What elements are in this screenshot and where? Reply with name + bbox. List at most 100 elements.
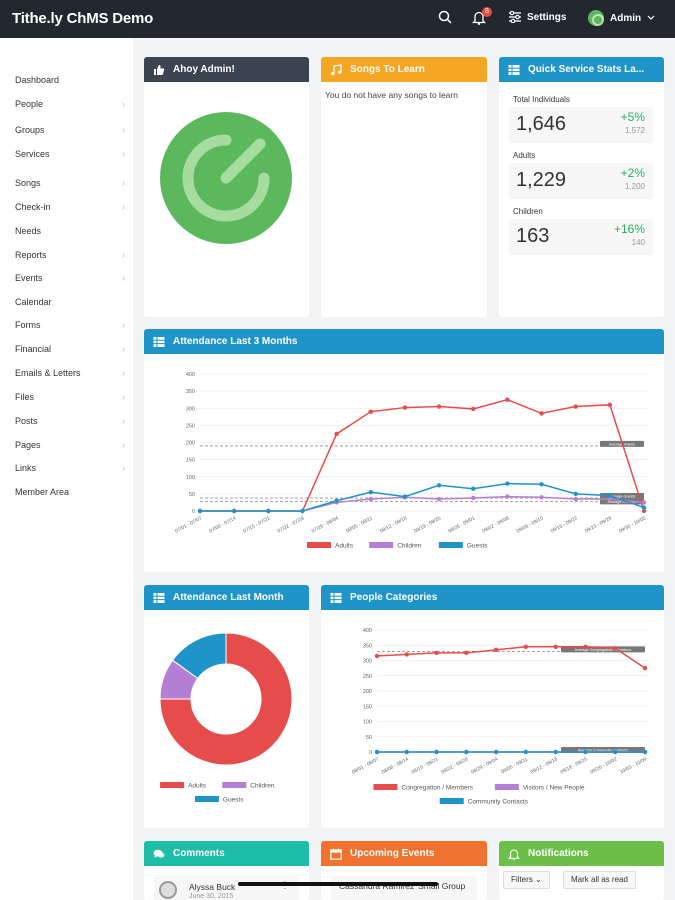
data-point[interactable] bbox=[607, 402, 613, 408]
data-point[interactable] bbox=[583, 749, 588, 755]
sidebar-item[interactable]: Dashboard bbox=[15, 75, 125, 85]
data-point[interactable] bbox=[231, 508, 237, 514]
comment-item[interactable]: Alyssa Buck June 30, 2015 ⋮ bbox=[154, 876, 299, 900]
sidebar-item[interactable]: Member Area bbox=[15, 487, 125, 497]
stat-previous: 1,200 bbox=[624, 182, 645, 191]
sidebar-item[interactable]: Calendar bbox=[15, 297, 125, 307]
data-point[interactable] bbox=[300, 508, 305, 514]
sidebar-item[interactable]: Links › bbox=[15, 463, 125, 473]
pie-slice[interactable] bbox=[159, 632, 293, 766]
sidebar-item[interactable]: Files › bbox=[15, 392, 125, 402]
sidebar-item[interactable]: Songs › bbox=[15, 178, 125, 188]
mark-all-read-button[interactable]: Mark all as read bbox=[563, 871, 636, 889]
data-point[interactable] bbox=[368, 409, 373, 414]
data-point[interactable] bbox=[613, 646, 618, 651]
stat-label: Adults bbox=[513, 151, 536, 160]
data-point[interactable] bbox=[436, 404, 442, 409]
data-point[interactable] bbox=[493, 647, 499, 653]
data-point[interactable] bbox=[642, 749, 648, 755]
legend-swatch bbox=[307, 542, 331, 548]
data-point[interactable] bbox=[334, 431, 339, 437]
event-item[interactable]: Cassandra Ramirez' Small Group bbox=[331, 876, 477, 900]
pie-slice[interactable] bbox=[171, 632, 227, 680]
data-point[interactable] bbox=[471, 486, 476, 491]
settings-button[interactable]: Settings bbox=[508, 11, 566, 23]
sidebar-item[interactable]: Financial › bbox=[15, 344, 125, 354]
data-point[interactable] bbox=[642, 665, 648, 671]
data-point[interactable] bbox=[436, 483, 442, 488]
sidebar-item[interactable]: Events › bbox=[15, 273, 125, 283]
x-tick-label: 08/29 - 09/04 bbox=[470, 756, 499, 775]
sidebar-item[interactable]: Check-in › bbox=[15, 202, 125, 212]
data-point[interactable] bbox=[573, 496, 578, 502]
chevron-right-icon: › bbox=[122, 368, 125, 378]
sidebar-item[interactable]: People › bbox=[15, 99, 125, 109]
sidebar-item-label: Groups bbox=[15, 125, 45, 135]
data-point[interactable] bbox=[573, 404, 578, 409]
data-point[interactable] bbox=[368, 496, 373, 502]
data-point[interactable] bbox=[613, 749, 618, 755]
search-icon[interactable] bbox=[438, 10, 452, 29]
data-point[interactable] bbox=[539, 411, 544, 416]
legend-label[interactable]: Guests bbox=[223, 797, 244, 804]
data-point[interactable] bbox=[539, 495, 544, 500]
sidebar-item[interactable]: Emails & Letters › bbox=[15, 368, 125, 378]
data-point[interactable] bbox=[266, 508, 271, 514]
data-point[interactable] bbox=[641, 505, 647, 510]
data-point[interactable] bbox=[505, 494, 510, 499]
data-point[interactable] bbox=[434, 749, 439, 755]
data-point[interactable] bbox=[374, 749, 380, 755]
data-point[interactable] bbox=[368, 489, 373, 495]
data-point[interactable] bbox=[471, 406, 476, 412]
app-title[interactable]: Tithe.ly ChMS Demo bbox=[12, 10, 154, 27]
data-point[interactable] bbox=[505, 481, 510, 486]
data-point[interactable] bbox=[573, 491, 578, 497]
sidebar-item[interactable]: Groups › bbox=[15, 125, 125, 135]
sidebar-item[interactable]: Needs bbox=[15, 226, 125, 236]
legend-label[interactable]: Children bbox=[250, 783, 275, 790]
ahoy-card-title: Ahoy Admin! bbox=[173, 64, 235, 75]
sidebar-item[interactable]: Posts › bbox=[15, 416, 125, 426]
data-point[interactable] bbox=[436, 496, 442, 502]
data-point[interactable] bbox=[374, 653, 380, 659]
sidebar-item[interactable]: Reports › bbox=[15, 250, 125, 260]
data-point[interactable] bbox=[539, 482, 544, 487]
data-point[interactable] bbox=[523, 644, 529, 649]
legend-label[interactable]: Community Contacts bbox=[468, 799, 529, 806]
data-point[interactable] bbox=[505, 397, 510, 402]
sidebar-item[interactable]: Services › bbox=[15, 149, 125, 159]
data-point[interactable] bbox=[464, 650, 469, 656]
y-tick-label: 0 bbox=[369, 750, 372, 756]
data-point[interactable] bbox=[402, 494, 408, 499]
data-point[interactable] bbox=[434, 650, 439, 656]
data-point[interactable] bbox=[641, 500, 647, 505]
data-point[interactable] bbox=[493, 749, 499, 755]
legend-label[interactable]: Adults bbox=[188, 783, 207, 790]
user-menu[interactable]: Admin bbox=[588, 10, 655, 26]
data-point[interactable] bbox=[583, 644, 588, 649]
data-point[interactable] bbox=[607, 496, 613, 502]
sidebar-item[interactable]: Pages › bbox=[15, 440, 125, 450]
legend-label[interactable]: Visitors / New People bbox=[523, 785, 585, 792]
sidebar-item[interactable]: Forms › bbox=[15, 320, 125, 330]
y-tick-label: 350 bbox=[186, 389, 195, 395]
data-point[interactable] bbox=[553, 644, 558, 649]
data-point[interactable] bbox=[464, 749, 469, 755]
legend-label[interactable]: Children bbox=[397, 543, 422, 550]
songs-empty-text: You do not have any songs to learn bbox=[325, 90, 458, 100]
legend-label[interactable]: Congregation / Members bbox=[401, 785, 473, 792]
bell-icon[interactable] bbox=[471, 10, 487, 30]
data-point[interactable] bbox=[197, 508, 203, 514]
data-point[interactable] bbox=[334, 498, 339, 503]
legend-label[interactable]: Guests bbox=[467, 543, 488, 550]
data-point[interactable] bbox=[607, 493, 613, 498]
data-point[interactable] bbox=[404, 749, 409, 755]
data-point[interactable] bbox=[404, 652, 409, 657]
data-point[interactable] bbox=[471, 495, 476, 501]
filters-dropdown[interactable]: Filters ⌄ bbox=[503, 871, 550, 889]
data-point[interactable] bbox=[553, 749, 558, 755]
data-point[interactable] bbox=[402, 405, 408, 410]
legend-label[interactable]: Adults bbox=[335, 543, 354, 550]
data-point[interactable] bbox=[523, 749, 529, 755]
data-point[interactable] bbox=[641, 508, 647, 514]
